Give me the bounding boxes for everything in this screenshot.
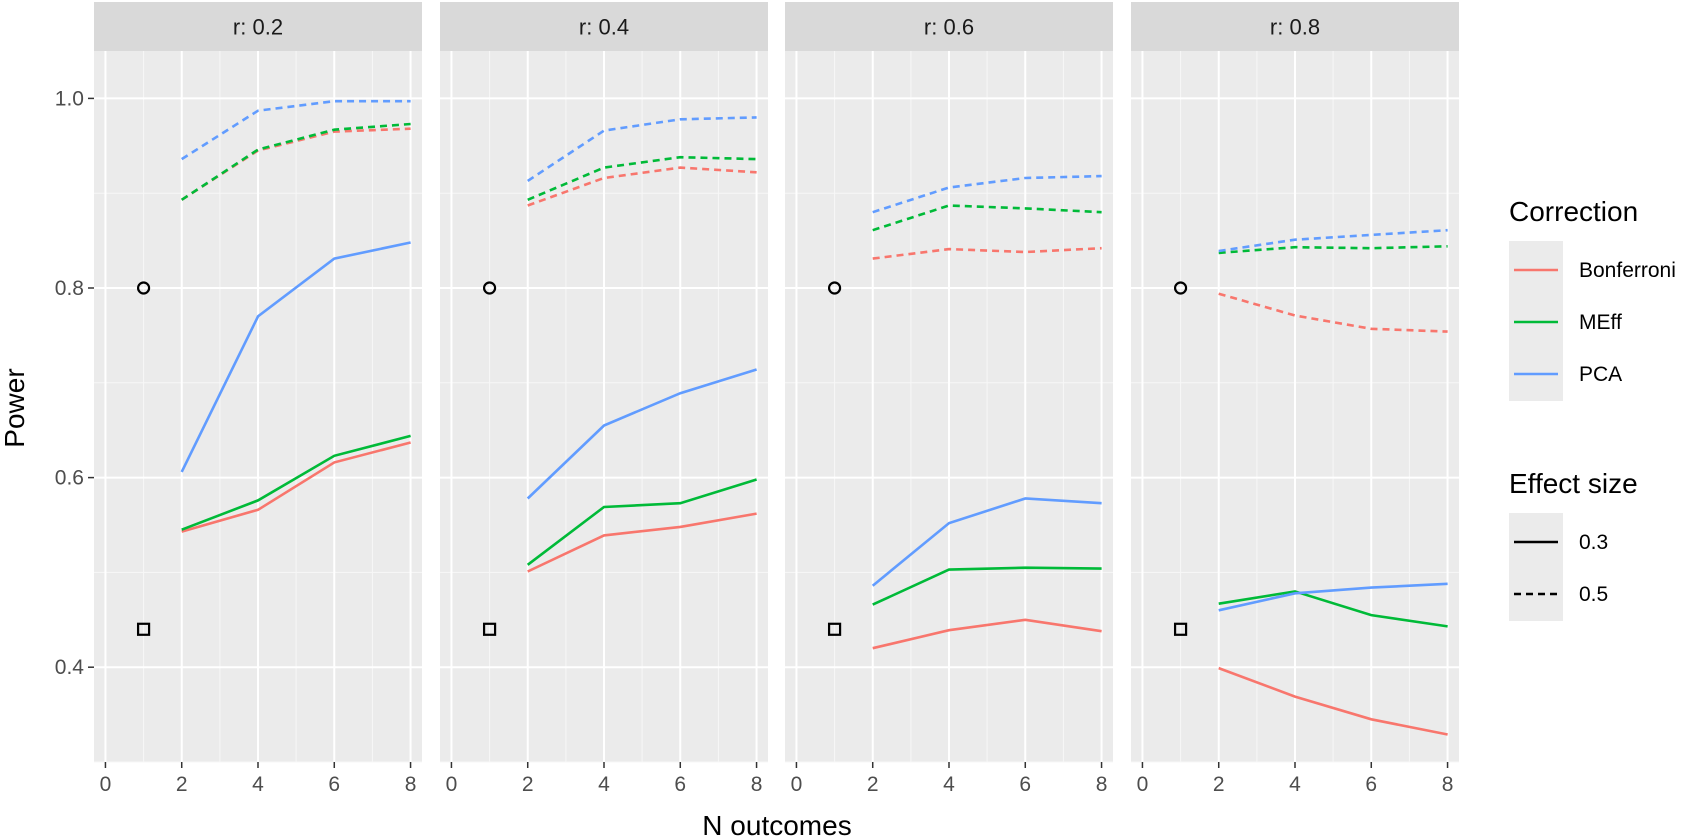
series-line-meff-es-03 — [1218, 590, 1448, 628]
facet-panel: r: 0.4 0 2 4 6 8 — [440, 2, 768, 796]
facet-strip — [1131, 2, 1459, 51]
series-line-meff-es-03 — [872, 566, 1102, 606]
legend-label-effect-size: 0.3 — [1579, 531, 1608, 554]
series-line-pca-es-05 — [1218, 228, 1448, 253]
legend-correction: Correction Bonferroni MEff PCA — [1509, 196, 1676, 401]
facet-strip — [440, 2, 768, 51]
series-line-meff-es-03 — [526, 478, 757, 566]
x-tick-label: 4 — [598, 773, 610, 796]
x-tick-label: 0 — [791, 773, 803, 796]
reference-point-square — [1173, 622, 1188, 636]
series-line-meff-es-05 — [527, 155, 757, 201]
y-tick-label: 0.8 — [55, 277, 84, 300]
series-line-pca-es-03 — [871, 497, 1102, 587]
y-tick-label: 1.0 — [55, 87, 84, 110]
series-line-meff-es-05 — [180, 122, 411, 201]
x-tick-label: 8 — [1442, 773, 1454, 796]
series-line-pca-es-03 — [1218, 582, 1448, 612]
series-line-bonferroni-es-05 — [1218, 292, 1448, 333]
facet-strip-label: r: 0.4 — [579, 15, 629, 40]
series-line-pca-es-05 — [872, 174, 1102, 214]
facet-panel: r: 0.2 0 2 4 6 8 — [94, 2, 422, 796]
legend-correction-title: Correction — [1509, 196, 1638, 227]
series-line-pca-es-05 — [181, 99, 411, 161]
series-line-pca-es-05 — [526, 116, 757, 182]
series-line-bonferroni-es-03 — [1218, 666, 1448, 736]
series-line-bonferroni-es-03 — [181, 441, 411, 533]
reference-point-circle — [1173, 281, 1188, 295]
x-tick-label: 8 — [1096, 773, 1108, 796]
x-tick-label: 0 — [100, 773, 112, 796]
x-tick-label: 4 — [252, 773, 264, 796]
x-tick-label: 6 — [328, 773, 340, 796]
x-tick-label: 6 — [674, 773, 686, 796]
x-tick-label: 6 — [1019, 773, 1031, 796]
legend-label-pca: PCA — [1579, 363, 1622, 386]
x-axis-title: N outcomes — [702, 810, 851, 839]
series-line-meff-es-05 — [1218, 245, 1448, 255]
reference-point-square — [136, 622, 151, 636]
legend-effect-size-title: Effect size — [1509, 468, 1638, 499]
reference-point-circle — [827, 281, 842, 295]
facet-strip-label: r: 0.2 — [233, 15, 283, 40]
legend-label-meff: MEff — [1579, 311, 1622, 334]
series-line-bonferroni-es-03 — [872, 618, 1102, 650]
x-tick-label: 8 — [405, 773, 417, 796]
facet-panel: r: 0.8 0 2 4 6 8 — [1131, 2, 1459, 796]
x-tick-label: 0 — [446, 773, 458, 796]
facet-panel: r: 0.6 0 2 4 6 8 — [785, 2, 1113, 796]
reference-point-circle — [482, 281, 497, 295]
x-tick-label: 8 — [751, 773, 763, 796]
facet-strip-label: r: 0.8 — [1270, 15, 1320, 40]
legend-effect-size: Effect size 0.3 0.5 — [1509, 468, 1638, 621]
x-tick-label: 2 — [1213, 773, 1225, 796]
facet-panels: r: 0.2 0 2 4 6 8 r: 0.4 0 2 4 6 8 r: 0.6 0 2 4 6 8 r: 0.8 0… — [94, 2, 1459, 796]
x-tick-label: 4 — [943, 773, 955, 796]
reference-point-square — [827, 622, 842, 636]
facet-strip — [785, 2, 1113, 51]
x-tick-label: 6 — [1365, 773, 1377, 796]
x-tick-label: 0 — [1137, 773, 1149, 796]
facet-strip-label: r: 0.6 — [924, 15, 974, 40]
legend-label-effect-size: 0.5 — [1579, 583, 1608, 606]
reference-point-square — [482, 622, 497, 636]
x-tick-label: 2 — [522, 773, 534, 796]
x-tick-label: 4 — [1289, 773, 1301, 796]
series-line-bonferroni-es-05 — [872, 246, 1102, 260]
y-axis: 0.4 0.6 0.8 1.0 — [55, 87, 94, 679]
legend-key-background — [1509, 513, 1563, 621]
series-line-bonferroni-es-03 — [527, 512, 757, 573]
series-line-pca-es-03 — [180, 241, 411, 473]
y-tick-label: 0.6 — [55, 467, 84, 490]
x-tick-label: 2 — [867, 773, 879, 796]
series-line-meff-es-05 — [872, 204, 1102, 232]
series-line-pca-es-03 — [526, 368, 757, 500]
facet-strip — [94, 2, 422, 51]
y-tick-label: 0.4 — [55, 656, 85, 679]
reference-point-circle — [136, 281, 151, 295]
series-line-bonferroni-es-05 — [527, 166, 757, 207]
series-line-meff-es-03 — [181, 434, 411, 531]
legend-label-bonferroni: Bonferroni — [1579, 259, 1676, 282]
y-axis-title: Power — [0, 368, 30, 447]
series-line-bonferroni-es-05 — [180, 127, 411, 201]
x-tick-label: 2 — [176, 773, 188, 796]
